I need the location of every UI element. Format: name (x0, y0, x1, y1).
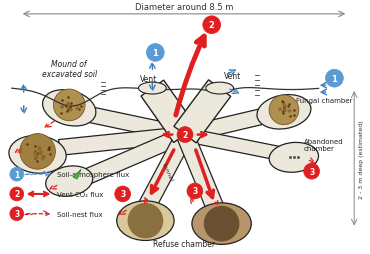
Circle shape (187, 183, 203, 199)
PathPatch shape (183, 108, 271, 143)
Text: 3: 3 (120, 190, 125, 199)
Circle shape (66, 103, 70, 106)
Text: 2 - 3 m deep (estimated): 2 - 3 m deep (estimated) (359, 120, 364, 198)
Text: Vent CO₂ flux: Vent CO₂ flux (57, 191, 104, 197)
Circle shape (75, 107, 80, 111)
Text: Vent: Vent (224, 71, 241, 80)
Text: 2: 2 (14, 190, 19, 199)
Circle shape (304, 164, 320, 179)
Circle shape (39, 151, 43, 155)
Ellipse shape (117, 201, 174, 241)
Circle shape (10, 168, 24, 181)
Text: 1: 1 (152, 49, 158, 58)
Text: 2: 2 (209, 21, 215, 30)
Text: Fungal chamber: Fungal chamber (296, 98, 352, 104)
Circle shape (34, 155, 38, 160)
Ellipse shape (257, 95, 311, 130)
Circle shape (10, 187, 24, 201)
Circle shape (53, 90, 85, 121)
Circle shape (177, 127, 193, 143)
Text: 1: 1 (14, 170, 19, 179)
Text: Vent: Vent (140, 74, 157, 83)
Ellipse shape (269, 143, 319, 172)
Circle shape (115, 186, 131, 202)
Circle shape (204, 206, 239, 242)
Text: Diameter around 8.5 m: Diameter around 8.5 m (135, 3, 233, 12)
Circle shape (128, 203, 163, 239)
Circle shape (37, 146, 41, 151)
Ellipse shape (192, 203, 251, 244)
Circle shape (269, 96, 299, 125)
Ellipse shape (206, 83, 233, 95)
Circle shape (147, 44, 164, 62)
Text: 2: 2 (182, 131, 188, 139)
Text: Mound of
excavated soil: Mound of excavated soil (42, 59, 97, 79)
Text: Refuse chamber: Refuse chamber (153, 239, 215, 248)
PathPatch shape (58, 127, 186, 156)
Ellipse shape (138, 83, 166, 95)
Circle shape (326, 70, 343, 88)
Circle shape (283, 109, 287, 112)
Text: 3: 3 (192, 187, 198, 196)
Circle shape (41, 156, 45, 161)
Circle shape (60, 106, 64, 109)
Text: Soil-nest flux: Soil-nest flux (57, 211, 103, 217)
Circle shape (69, 108, 73, 112)
Polygon shape (73, 169, 81, 179)
PathPatch shape (83, 128, 188, 185)
Circle shape (278, 108, 282, 112)
Circle shape (178, 128, 192, 142)
Text: 3: 3 (14, 209, 19, 218)
Ellipse shape (43, 90, 96, 126)
Circle shape (20, 134, 56, 169)
Ellipse shape (46, 166, 93, 197)
PathPatch shape (138, 131, 193, 213)
Circle shape (33, 152, 37, 156)
Circle shape (288, 110, 291, 113)
Text: 1: 1 (332, 74, 337, 83)
PathPatch shape (184, 128, 285, 162)
Text: Abandoned
chamber: Abandoned chamber (304, 138, 343, 151)
PathPatch shape (90, 108, 186, 143)
Circle shape (203, 17, 221, 35)
PathPatch shape (174, 81, 231, 143)
Circle shape (283, 104, 286, 107)
Ellipse shape (9, 136, 66, 173)
Text: 3: 3 (309, 167, 314, 176)
PathPatch shape (141, 81, 196, 143)
PathPatch shape (177, 132, 226, 217)
Text: Soil-atmosphere flux: Soil-atmosphere flux (57, 171, 130, 178)
Circle shape (67, 103, 71, 107)
Circle shape (10, 207, 24, 221)
Text: tunnel: tunnel (161, 161, 174, 182)
Circle shape (283, 104, 286, 108)
